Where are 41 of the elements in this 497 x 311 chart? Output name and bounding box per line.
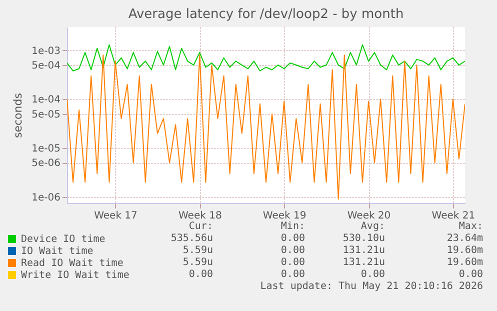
x-tick-label: Week 20 (347, 210, 391, 222)
chart-title: Average latency for /dev/loop2 - by month (128, 7, 404, 22)
text: Avg: (360, 221, 385, 233)
text: 535.56u (170, 233, 213, 245)
y-tick-label: 1e-05 (32, 144, 60, 155)
text: Max: (458, 221, 483, 233)
text: 0.00 (280, 257, 305, 269)
text: 530.10u (342, 233, 385, 245)
x-tick-label: Week 18 (178, 210, 222, 222)
text: 0.00 (188, 269, 213, 281)
text: Min: (280, 221, 305, 233)
text: 19.60m (446, 245, 483, 257)
text: 0.00 (458, 269, 483, 281)
y-tick-label: 5e-06 (32, 158, 60, 170)
text: Cur: (188, 221, 213, 233)
text: 0.00 (360, 269, 385, 281)
legend-label: IO Wait time (21, 246, 94, 257)
text: 0.00 (280, 269, 305, 281)
text: 19.60m (446, 257, 483, 269)
text: 5.59u (182, 257, 213, 269)
text: 0.00 (280, 245, 305, 257)
legend-label: Write IO Wait time (21, 270, 130, 281)
x-tick-label: Week 17 (94, 210, 138, 222)
text: 23.64m (446, 233, 483, 245)
y-tick-label: 1e-06 (32, 192, 60, 204)
text: 131.21u (342, 245, 385, 257)
x-tick-label: Week 21 (432, 210, 476, 222)
line-series (67, 54, 465, 200)
text: 5.59u (182, 245, 213, 257)
legend-label: Read IO Wait time (21, 258, 124, 269)
line-series (67, 44, 465, 72)
text: 131.21u (342, 257, 385, 269)
y-tick-label: 1e-04 (32, 94, 60, 106)
text: 0.00 (280, 233, 305, 245)
x-tick-label: Week 19 (262, 210, 306, 222)
text: Last update: Thu May 21 20:10:16 2026 (260, 281, 483, 293)
legend-label: Device IO time (21, 234, 106, 245)
y-tick-label: 5e-04 (32, 60, 60, 72)
y-tick-label: 1e-03 (32, 46, 60, 57)
y-axis-title: seconds (12, 92, 25, 138)
y-tick-label: 5e-05 (32, 109, 60, 120)
